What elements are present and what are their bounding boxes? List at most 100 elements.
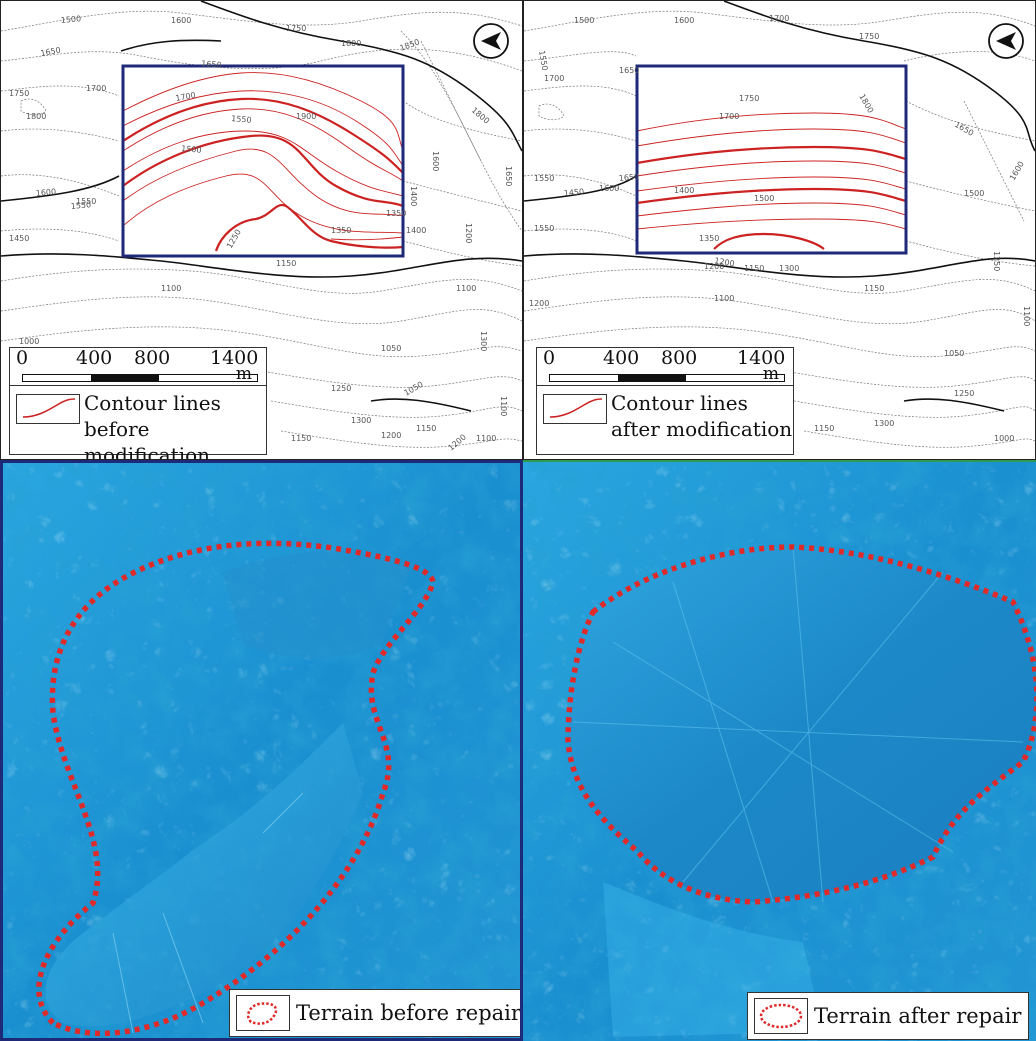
terrain-after-repair: Terrain after repair	[523, 460, 1036, 1041]
contour-label: 1150	[864, 284, 884, 293]
contour-label: 1500	[60, 14, 81, 25]
contour-label: 1600	[1008, 160, 1026, 182]
scale-unit: m	[762, 364, 779, 384]
scale-bar-segment	[618, 375, 686, 381]
contour-label: 1200	[447, 433, 468, 453]
contour-label: 1150	[744, 264, 764, 273]
contour-label: 1100	[714, 294, 734, 303]
scale-bar: 0 400 800 1400 m	[9, 347, 267, 387]
scale-tick-800: 800	[661, 347, 698, 369]
legend-label: Terrain before repair	[296, 1001, 521, 1025]
legend-line-1: Contour lines	[611, 391, 748, 415]
scale-tick-800: 800	[134, 347, 171, 369]
contour-label: 1650	[619, 66, 639, 75]
scale-tick-0: 0	[16, 347, 29, 369]
contour-label: 1650	[953, 120, 975, 138]
contour-label: 1500	[181, 144, 202, 155]
legend-red-line-symbol	[16, 394, 80, 424]
contour-label: 1850	[399, 37, 421, 52]
contour-label: 1200	[714, 256, 736, 268]
terrain-before-svg	[3, 463, 520, 1038]
scale-unit: m	[235, 364, 252, 384]
contour-label: 1800	[857, 93, 875, 115]
contour-label: 1400	[406, 226, 426, 235]
contour-label: 1150	[814, 424, 834, 433]
contour-label: 1750	[859, 32, 879, 41]
contour-label: 1750	[286, 24, 306, 33]
contour-label: 1050	[403, 380, 425, 398]
contour-label: 1700	[719, 112, 739, 121]
contour-label: 1400	[409, 186, 418, 206]
legend-red-line-symbol	[543, 394, 607, 424]
contour-label: 1300	[351, 416, 371, 425]
contour-label: 1700	[769, 14, 789, 23]
contour-label: 1650	[618, 172, 639, 183]
contour-label: 1800	[470, 106, 491, 126]
contour-label: 1100	[499, 396, 508, 416]
contour-map-after: 1600 1700 1550 1500 1750 1650 1700 1800 1750 1700…	[523, 0, 1036, 460]
contour-label: 1100	[476, 434, 496, 443]
scale-tick-1400: 1400	[737, 347, 786, 369]
contour-label: 1200	[704, 262, 724, 271]
contour-label: 1800	[26, 112, 46, 121]
scale-tick-1400: 1400	[210, 347, 259, 369]
contour-label: 1700	[175, 91, 197, 103]
contour-label: 1650	[40, 46, 62, 58]
contour-label: 1750	[9, 89, 29, 98]
contour-label: 1250	[331, 384, 351, 393]
contour-label: 1050	[381, 344, 401, 353]
scale-tick-0: 0	[543, 347, 556, 369]
contour-label: 1800	[341, 39, 361, 48]
contour-label: 1150	[291, 434, 311, 443]
scale-bar-track	[549, 374, 785, 382]
north-arrow-icon	[473, 23, 509, 59]
terrain-after-svg	[523, 462, 1036, 1041]
contour-label: 1450	[563, 187, 584, 198]
contour-label: 1500	[754, 194, 774, 203]
contour-label: 1600	[674, 16, 694, 25]
contour-label: 1200	[529, 299, 549, 308]
contour-label: 1100	[456, 284, 476, 293]
dotted-outline-icon	[754, 998, 808, 1034]
contour-label: 1600	[171, 16, 191, 25]
contour-label: 1650	[201, 59, 222, 70]
contour-label: 1150	[416, 424, 436, 433]
contour-label: 1000	[19, 337, 39, 346]
contour-map-before-svg: 1500 1600 1750 1800 1850 1650 1750 1700 1800 1700…	[1, 1, 522, 453]
north-arrow-icon	[988, 23, 1024, 59]
contour-label: 1600	[35, 187, 56, 198]
contour-label: 1650	[504, 166, 513, 186]
contour-label: 1300	[874, 419, 894, 428]
contour-map-after-svg: 1600 170015501500175016501700180017501700…	[524, 1, 1035, 448]
legend-label: Terrain after repair	[814, 1004, 1022, 1028]
contour-label: 1300	[479, 331, 488, 351]
legend-line-1: Contour lines	[84, 391, 221, 415]
repair-boundary-after	[565, 544, 1036, 905]
contour-label: 1550	[534, 224, 554, 233]
contour-label: 1250	[992, 251, 1001, 271]
contour-label: 1500	[574, 16, 594, 25]
contour-label: 1150	[276, 259, 296, 268]
legend-line-2: before modification	[84, 417, 211, 460]
contour-label: 1250	[954, 389, 974, 398]
legend-terrain-before: Terrain before repair	[229, 989, 521, 1037]
contour-label: 1600	[599, 184, 619, 193]
contour-label: 1100	[1022, 306, 1031, 326]
contour-label: 1400	[674, 186, 694, 195]
scale-bar: 0 400 800 1400 m	[536, 347, 794, 387]
scale-tick-400: 400	[76, 347, 113, 369]
contour-label: 1700	[544, 74, 564, 83]
contour-label: 1550	[231, 114, 252, 125]
contour-label: 1550	[534, 174, 554, 183]
contour-label: 1200	[381, 431, 401, 440]
contour-label: 1600	[431, 151, 440, 171]
contour-label: 1300	[779, 264, 799, 273]
contour-label: 1550	[76, 197, 96, 206]
contour-label: 1550	[537, 50, 549, 72]
contour-label: 1550	[70, 200, 91, 211]
contour-label: 1100	[161, 284, 181, 293]
legend-line-2: after modification	[611, 417, 793, 441]
legend-contours-before: Contour lines before modification	[9, 385, 267, 459]
legend-terrain-after: Terrain after repair	[747, 992, 1029, 1040]
legend-contours-after: Contour lines after modification	[536, 385, 794, 455]
